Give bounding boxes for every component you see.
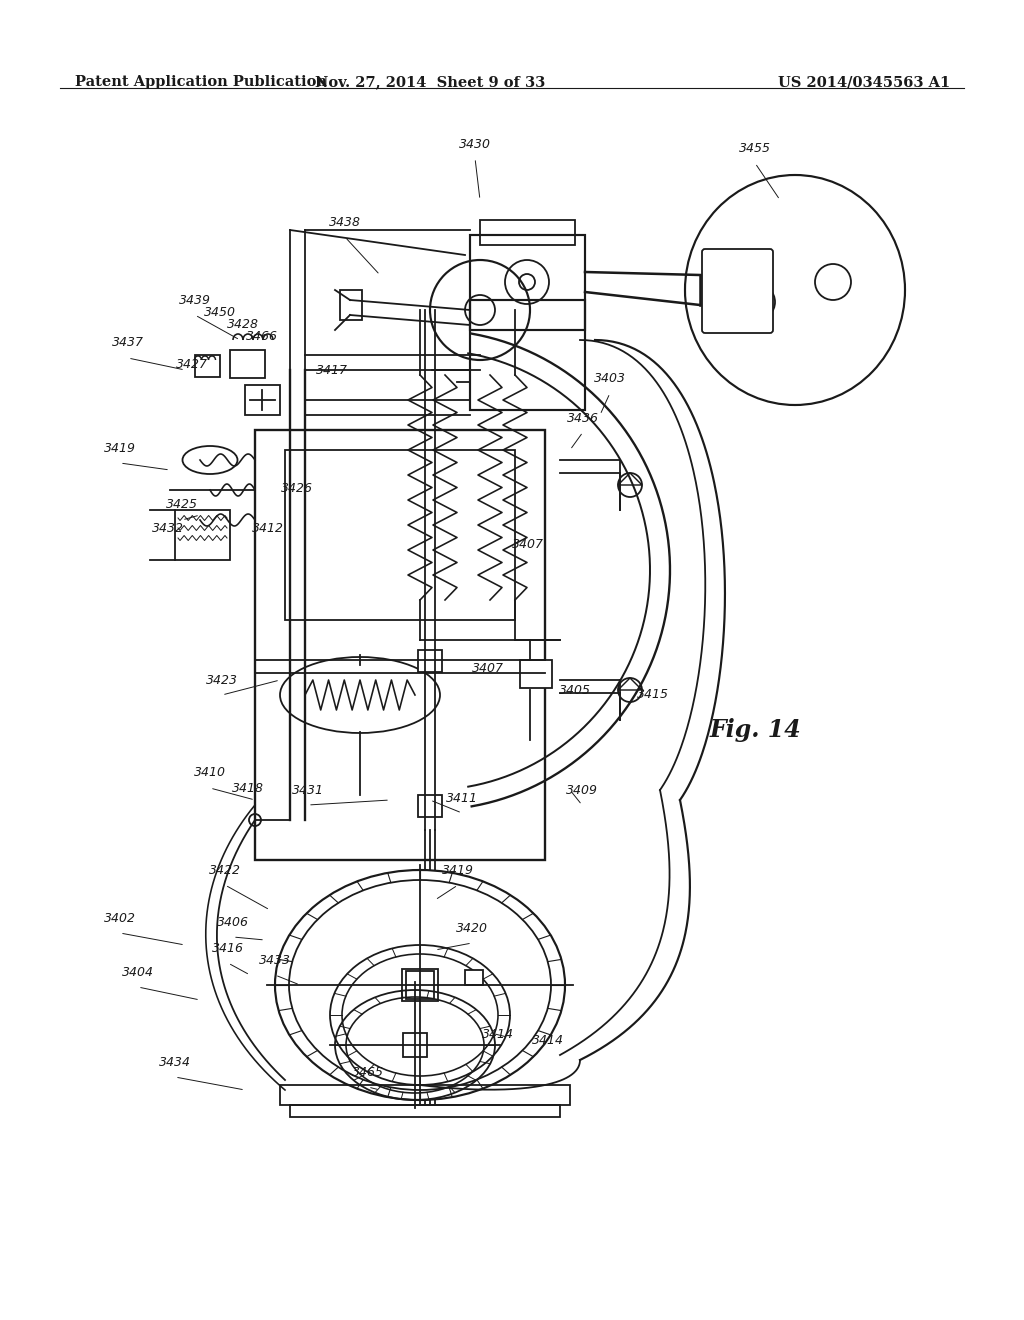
- Text: 3419: 3419: [442, 863, 474, 876]
- Bar: [403, 1034, 427, 1057]
- Bar: [418, 649, 442, 672]
- Bar: [280, 1085, 570, 1105]
- Text: Patent Application Publication: Patent Application Publication: [75, 75, 327, 88]
- Text: Fig. 14: Fig. 14: [710, 718, 802, 742]
- Text: 3432: 3432: [152, 521, 184, 535]
- Text: 3431: 3431: [292, 784, 324, 796]
- Bar: [175, 510, 230, 560]
- Text: 3427: 3427: [176, 359, 208, 371]
- Bar: [465, 970, 483, 985]
- Text: 3404: 3404: [122, 965, 154, 978]
- Text: 3433: 3433: [259, 953, 291, 966]
- Bar: [480, 220, 575, 246]
- Text: 3412: 3412: [252, 521, 284, 535]
- Text: 3410: 3410: [194, 767, 226, 780]
- Bar: [340, 290, 362, 319]
- Text: 3407: 3407: [512, 539, 544, 552]
- Bar: [245, 385, 280, 414]
- Text: 3405: 3405: [559, 684, 591, 697]
- Bar: [255, 430, 545, 861]
- Bar: [520, 660, 552, 688]
- Text: 3414: 3414: [482, 1028, 514, 1041]
- Text: 3417: 3417: [316, 363, 348, 376]
- Text: 3422: 3422: [209, 863, 241, 876]
- Text: 3436: 3436: [567, 412, 599, 425]
- Text: 3411: 3411: [446, 792, 478, 804]
- Bar: [230, 350, 265, 378]
- Text: 3455: 3455: [739, 141, 771, 154]
- Text: 3420: 3420: [456, 921, 488, 935]
- Text: 3414: 3414: [532, 1034, 564, 1047]
- Text: 3425: 3425: [166, 499, 198, 511]
- Text: 3403: 3403: [594, 371, 626, 384]
- Text: 3418: 3418: [232, 781, 264, 795]
- Text: 3430: 3430: [459, 139, 490, 152]
- Text: 3434: 3434: [159, 1056, 191, 1068]
- Text: 3465: 3465: [352, 1065, 384, 1078]
- Bar: [470, 300, 585, 411]
- Bar: [290, 1105, 560, 1117]
- Text: 3419: 3419: [104, 441, 136, 454]
- Text: 3439: 3439: [179, 293, 211, 306]
- Text: 3466: 3466: [246, 330, 278, 343]
- Text: 3426: 3426: [281, 482, 313, 495]
- Text: 3416: 3416: [212, 941, 244, 954]
- Text: 3409: 3409: [566, 784, 598, 796]
- Text: 3402: 3402: [104, 912, 136, 924]
- Bar: [285, 450, 515, 620]
- Text: 3428: 3428: [227, 318, 259, 331]
- Text: 3437: 3437: [112, 337, 144, 350]
- Text: 3438: 3438: [329, 215, 361, 228]
- Bar: [418, 795, 442, 817]
- FancyBboxPatch shape: [702, 249, 773, 333]
- Text: 3407: 3407: [472, 661, 504, 675]
- Text: 3450: 3450: [204, 306, 236, 319]
- Bar: [470, 235, 585, 330]
- Text: 3415: 3415: [637, 689, 669, 701]
- Text: 3406: 3406: [217, 916, 249, 928]
- Bar: [195, 355, 220, 378]
- Bar: [402, 969, 438, 1001]
- Text: 3423: 3423: [206, 673, 238, 686]
- Text: US 2014/0345563 A1: US 2014/0345563 A1: [778, 75, 950, 88]
- Bar: [406, 972, 434, 999]
- Text: Nov. 27, 2014  Sheet 9 of 33: Nov. 27, 2014 Sheet 9 of 33: [314, 75, 545, 88]
